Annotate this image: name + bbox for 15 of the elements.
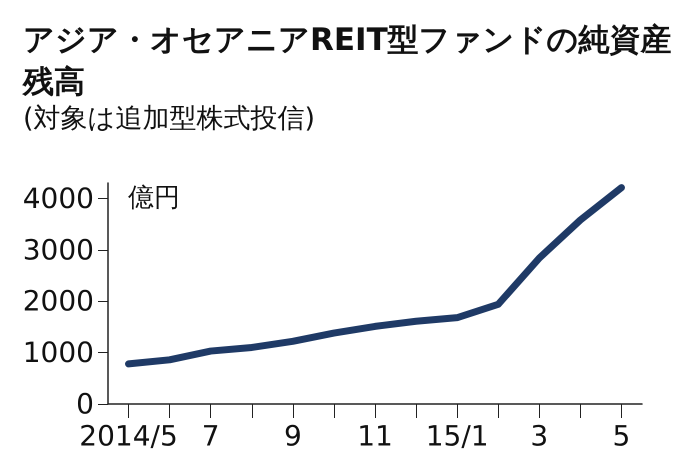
y-tick-label: 3000	[22, 233, 94, 266]
y-tick-label: 0	[76, 388, 94, 420]
x-tick-label: 15/1	[426, 420, 489, 452]
y-tick-label: 1000	[22, 336, 94, 370]
x-tick-label: 9	[284, 420, 302, 452]
x-tick-label: 3	[530, 420, 548, 452]
y-axis-title: 億円	[128, 183, 180, 213]
y-tick-label: 4000	[22, 182, 94, 215]
x-tick-label: 7	[202, 420, 220, 452]
x-tick-label: 2014/5	[79, 420, 178, 452]
y-tick-label: 2000	[22, 284, 94, 318]
x-tick-label: 5	[612, 420, 630, 452]
x-tick-label: 11	[357, 420, 393, 452]
chart-title: アジア・オセアニアREIT型ファンドの純資産残高	[21, 22, 672, 100]
chart-subtitle: (対象は追加型株式投信)	[23, 103, 316, 134]
